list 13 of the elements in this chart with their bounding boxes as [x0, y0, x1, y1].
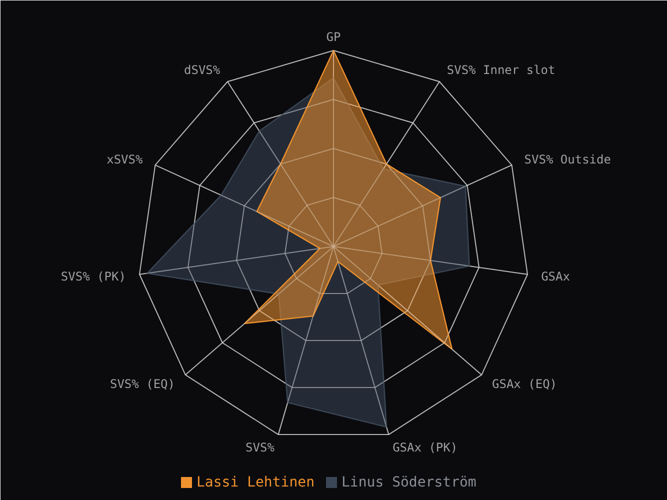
spoke-label: GSAx (EQ): [492, 376, 558, 391]
spoke-label: dSVS%: [184, 63, 221, 78]
spoke-label: SVS% (EQ): [110, 376, 176, 391]
spoke-label: xSVS%: [106, 152, 144, 166]
spoke-label: GSAx: [541, 269, 570, 284]
spoke-label: SVS% (PK): [60, 269, 126, 284]
spoke-label: SVS%: [246, 440, 276, 455]
spoke-label: SVS% Inner slot: [446, 63, 556, 78]
spoke-label: SVS% Outside: [524, 152, 611, 166]
legend-label: Lassi Lehtinen: [196, 474, 315, 490]
spoke-label: GSAx (PK): [392, 440, 458, 455]
legend-label: Linus Söderström: [342, 474, 476, 490]
spoke-label: GP: [326, 30, 341, 44]
